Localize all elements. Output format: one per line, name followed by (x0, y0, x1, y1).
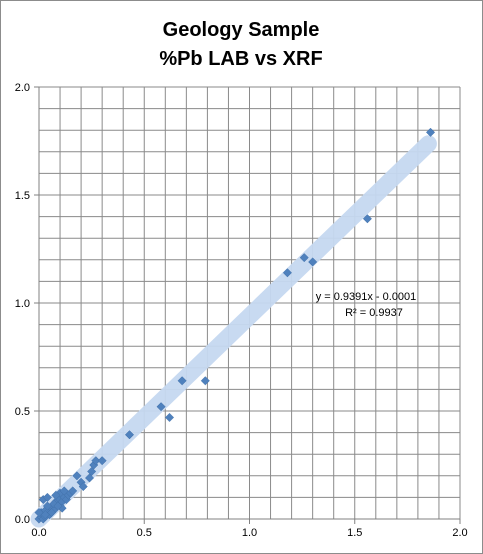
data-point (425, 127, 436, 137)
trendline-equation: y = 0.9391x - 0.0001 (316, 291, 417, 303)
data-point (51, 490, 61, 500)
data-point (42, 492, 52, 502)
data-point (53, 501, 63, 511)
y-tick-label: 0.5 (15, 406, 30, 418)
data-point (156, 402, 166, 412)
data-point (124, 430, 135, 440)
x-tick-label: 0.5 (137, 527, 152, 539)
data-point (200, 376, 210, 386)
data-point (299, 253, 309, 263)
data-point (362, 214, 372, 224)
y-tick-label: 1.5 (15, 190, 30, 202)
x-tick-label: 1.0 (242, 527, 257, 539)
data-point (47, 507, 57, 518)
data-point (97, 456, 107, 466)
chart-title-line-2: %Pb LAB vs XRF (159, 48, 322, 70)
y-tick-label: 2.0 (15, 82, 30, 94)
data-point (72, 471, 82, 481)
data-point (308, 257, 318, 267)
data-point (91, 456, 101, 466)
data-point (78, 482, 88, 492)
x-tick-label: 2.0 (452, 527, 467, 539)
chart-title-line-1: Geology Sample (163, 19, 320, 41)
trendline (30, 135, 437, 528)
data-point (68, 486, 78, 496)
data-point (177, 376, 187, 386)
data-point (164, 412, 175, 423)
data-point (34, 507, 44, 518)
x-tick-label: 0.0 (31, 527, 46, 539)
trendline-r-squared: R² = 0.9937 (345, 307, 403, 319)
y-tick-label: 1.0 (15, 298, 30, 310)
y-tick-label: 0.0 (15, 514, 30, 526)
plot-area: 0.0 0.5 1.0 1.5 2.0 0.0 0.5 1.0 1.5 2.0 y = 0.9391… (15, 82, 468, 539)
x-tick-label: 1.5 (347, 527, 362, 539)
data-point (282, 268, 292, 278)
